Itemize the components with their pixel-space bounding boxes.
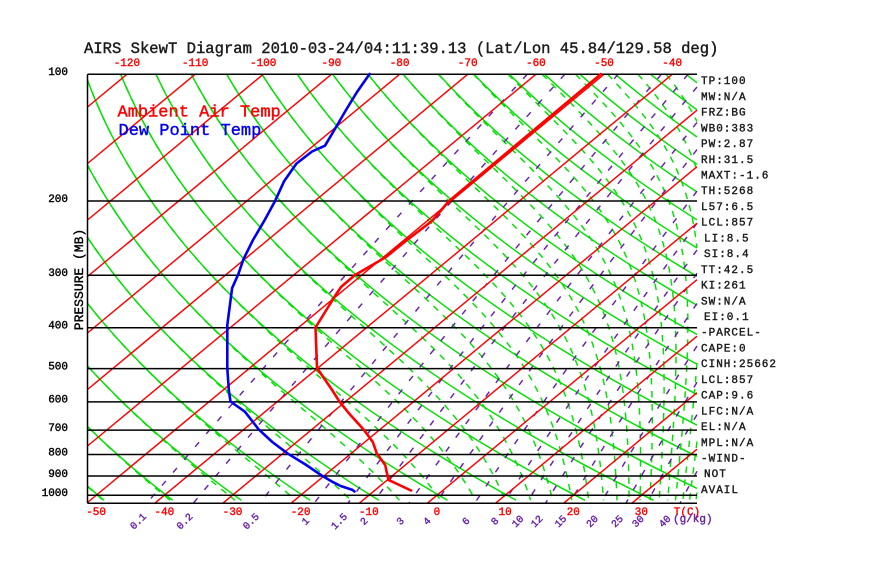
svg-text:-10: -10 xyxy=(359,507,379,519)
svg-text:TP:100: TP:100 xyxy=(701,76,747,88)
svg-text:FRZ:BG: FRZ:BG xyxy=(701,108,747,120)
svg-text:400: 400 xyxy=(48,321,68,333)
svg-text:600: 600 xyxy=(48,395,68,407)
svg-text:200: 200 xyxy=(48,194,68,206)
svg-text:SI:8.4: SI:8.4 xyxy=(704,249,750,261)
svg-text:10: 10 xyxy=(498,507,511,519)
svg-text:800: 800 xyxy=(48,447,68,459)
svg-text:LCL:857: LCL:857 xyxy=(701,218,754,230)
svg-text:SW:N/A: SW:N/A xyxy=(701,296,747,308)
svg-text:WB0:383: WB0:383 xyxy=(701,123,754,135)
svg-text:AVAIL: AVAIL xyxy=(701,485,739,497)
svg-text:-30: -30 xyxy=(223,507,243,519)
svg-text:TH:5268: TH:5268 xyxy=(701,186,754,198)
svg-text:EI:0.1: EI:0.1 xyxy=(704,312,750,324)
svg-text:PW:2.87: PW:2.87 xyxy=(701,139,754,151)
svg-text:300: 300 xyxy=(48,268,68,280)
svg-text:-60: -60 xyxy=(526,58,546,70)
svg-text:LI:8.5: LI:8.5 xyxy=(704,233,750,245)
svg-text:CINH:25662: CINH:25662 xyxy=(701,359,777,371)
svg-text:20: 20 xyxy=(567,507,580,519)
svg-text:0: 0 xyxy=(434,507,441,519)
svg-text:(g/kg): (g/kg) xyxy=(673,514,713,526)
svg-text:MPL:N/A: MPL:N/A xyxy=(701,438,754,450)
svg-text:-WIND-: -WIND- xyxy=(701,454,747,466)
svg-text:-70: -70 xyxy=(458,58,478,70)
svg-text:KI:261: KI:261 xyxy=(701,281,747,293)
svg-text:-20: -20 xyxy=(291,507,311,519)
svg-text:-90: -90 xyxy=(321,58,341,70)
svg-text:500: 500 xyxy=(48,361,68,373)
svg-text:RH:31.5: RH:31.5 xyxy=(701,155,754,167)
svg-text:TT:42.5: TT:42.5 xyxy=(701,265,754,277)
svg-text:-120: -120 xyxy=(114,58,140,70)
svg-text:EL:N/A: EL:N/A xyxy=(701,422,747,434)
svg-text:L57:6.5: L57:6.5 xyxy=(701,202,754,214)
svg-text:900: 900 xyxy=(48,469,68,481)
svg-text:-50: -50 xyxy=(86,507,106,519)
svg-text:100: 100 xyxy=(48,67,68,79)
svg-text:30: 30 xyxy=(635,507,648,519)
svg-text:CAP:9.6: CAP:9.6 xyxy=(701,391,754,403)
svg-text:-PARCEL-: -PARCEL- xyxy=(701,328,762,340)
svg-text:LFC:N/A: LFC:N/A xyxy=(701,406,754,418)
svg-text:Dew Point Temp: Dew Point Temp xyxy=(119,122,262,141)
svg-text:1000: 1000 xyxy=(42,488,68,500)
svg-text:T(C): T(C) xyxy=(674,507,700,519)
svg-text:NOT: NOT xyxy=(704,469,727,481)
svg-text:-110: -110 xyxy=(182,58,208,70)
svg-text:LCL:857: LCL:857 xyxy=(701,375,754,387)
svg-text:-40: -40 xyxy=(662,58,682,70)
svg-text:Ambient Air Temp: Ambient Air Temp xyxy=(118,104,281,123)
svg-text:PRESSURE (MB): PRESSURE (MB) xyxy=(72,229,87,330)
svg-text:MW:N/A: MW:N/A xyxy=(701,92,747,104)
svg-text:-50: -50 xyxy=(594,58,614,70)
svg-text:-40: -40 xyxy=(154,507,174,519)
svg-text:700: 700 xyxy=(48,423,68,435)
svg-text:MAXT:-1.6: MAXT:-1.6 xyxy=(701,171,769,183)
svg-text:AIRS SkewT Diagram 2010-03-24/: AIRS SkewT Diagram 2010-03-24/04:11:39.1… xyxy=(84,40,718,58)
svg-text:-80: -80 xyxy=(390,58,410,70)
svg-text:-100: -100 xyxy=(250,58,276,70)
svg-text:CAPE:0: CAPE:0 xyxy=(701,343,747,355)
